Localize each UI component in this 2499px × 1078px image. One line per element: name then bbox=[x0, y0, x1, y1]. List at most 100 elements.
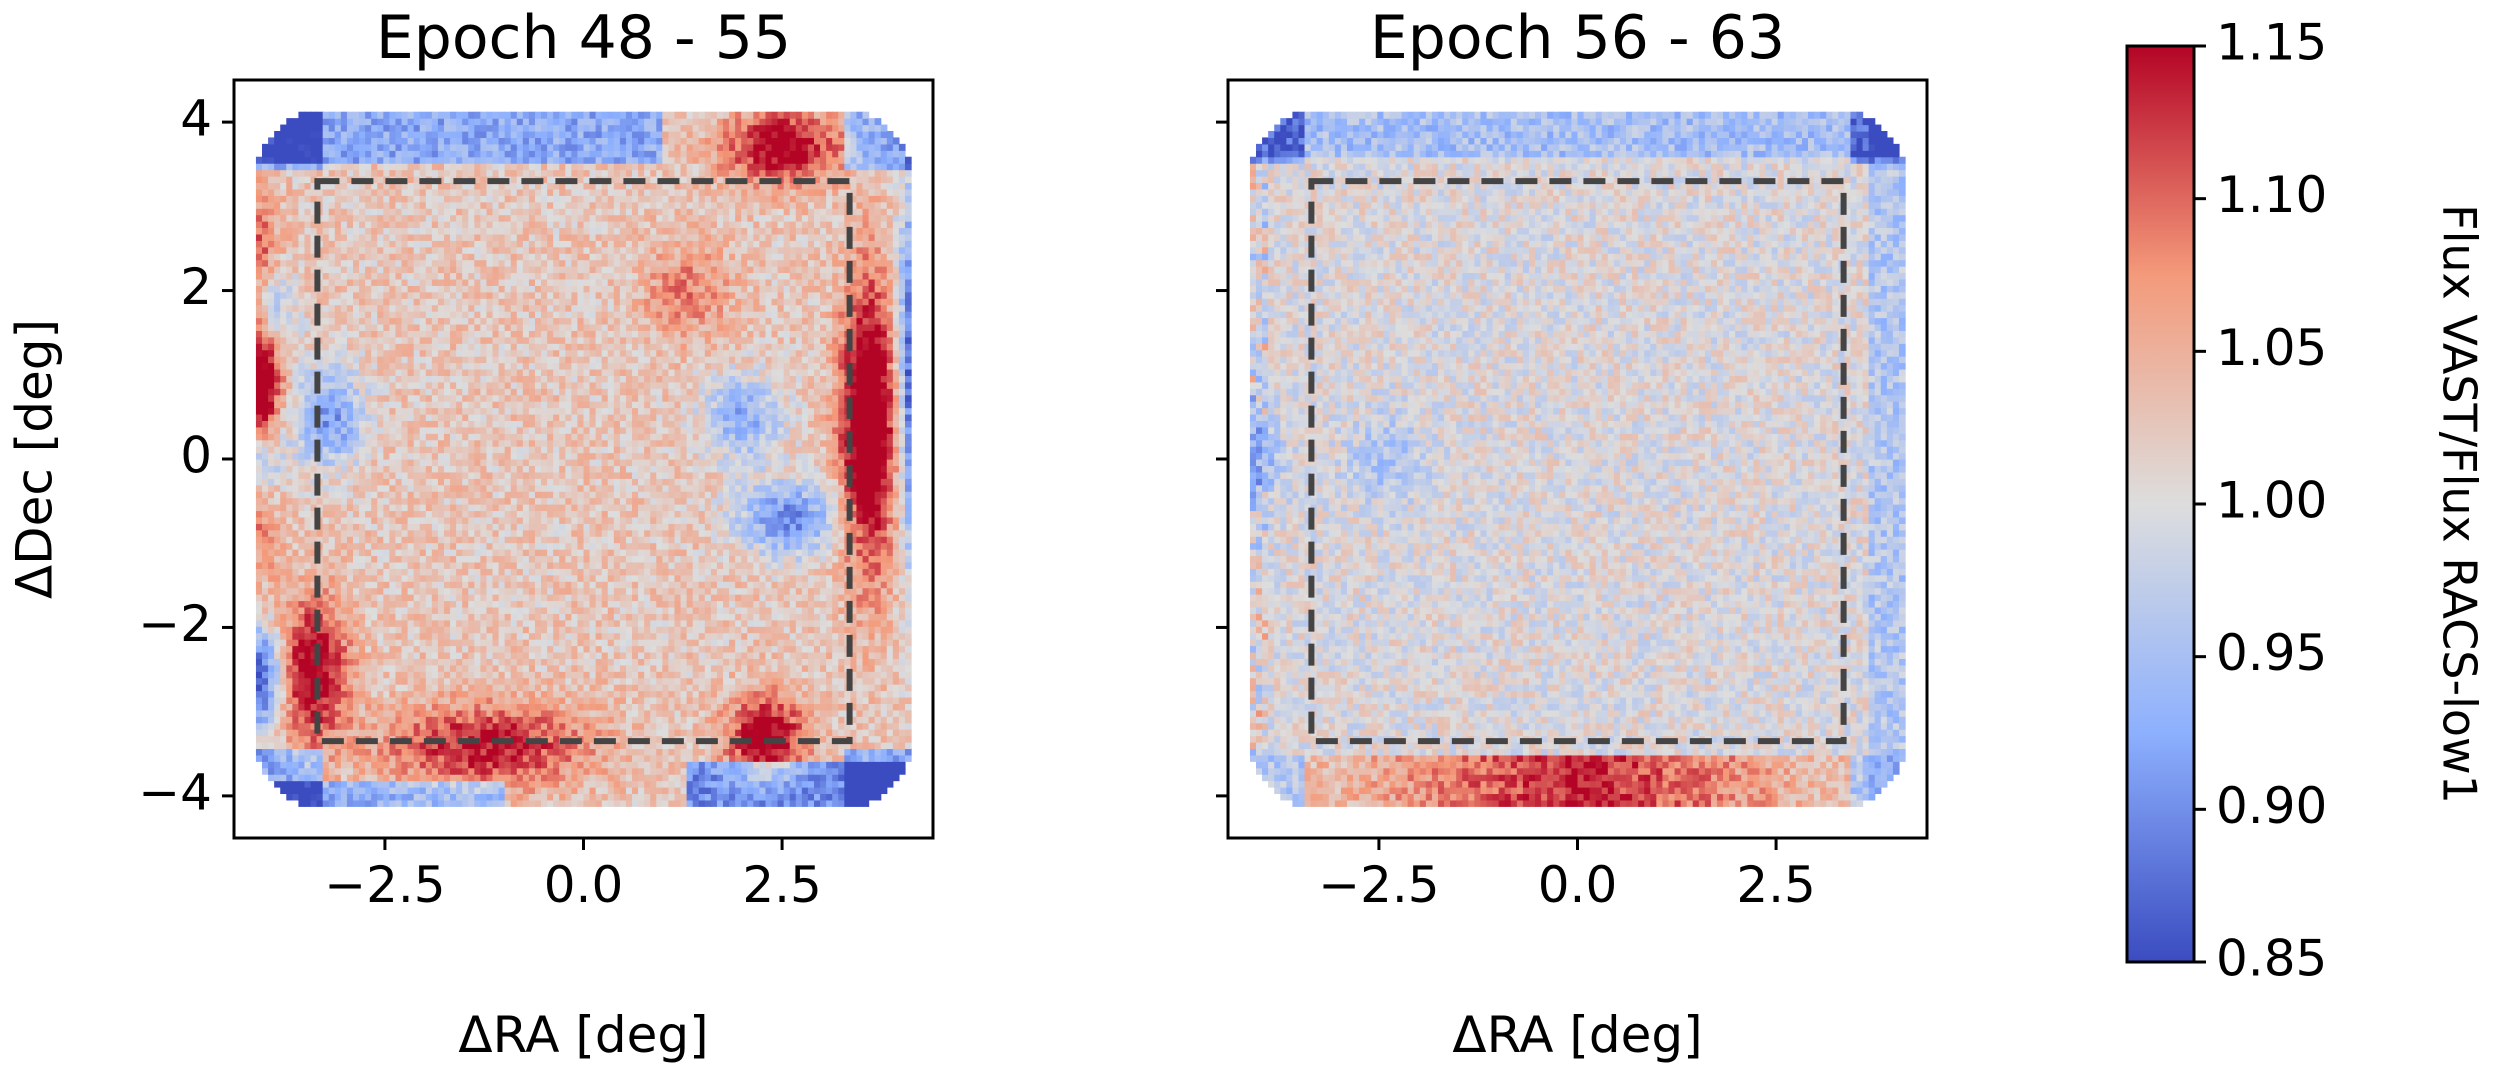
heatmap-cell bbox=[516, 478, 524, 486]
heatmap-cell bbox=[474, 156, 481, 164]
heatmap-cell bbox=[534, 709, 542, 717]
heatmap-cell bbox=[328, 388, 336, 396]
heatmap-cell bbox=[286, 594, 293, 602]
heatmap-cell bbox=[395, 561, 403, 569]
heatmap-cell bbox=[389, 130, 397, 139]
heatmap-cell bbox=[334, 709, 342, 717]
heatmap-cell bbox=[474, 645, 481, 653]
heatmap-cell bbox=[274, 529, 281, 537]
heatmap-cell bbox=[286, 143, 293, 151]
heatmap-cell bbox=[534, 780, 542, 788]
heatmap-cell bbox=[534, 368, 542, 376]
heatmap-cell bbox=[353, 311, 360, 319]
heatmap-cell bbox=[516, 156, 524, 164]
heatmap-cell bbox=[322, 304, 330, 312]
heatmap-cell bbox=[510, 330, 518, 338]
heatmap-cell bbox=[504, 529, 512, 537]
heatmap-cell bbox=[365, 201, 372, 209]
heatmap-cell bbox=[456, 253, 463, 261]
heatmap-cell bbox=[340, 696, 348, 704]
heatmap-cell bbox=[298, 787, 306, 795]
heatmap-cell bbox=[504, 272, 512, 280]
heatmap-cell bbox=[359, 767, 366, 775]
heatmap-cell bbox=[334, 137, 342, 145]
heatmap-cell bbox=[280, 266, 287, 274]
heatmap-cell bbox=[262, 227, 269, 235]
heatmap-cell bbox=[377, 793, 384, 801]
heatmap-cell bbox=[443, 735, 451, 743]
heatmap-cell bbox=[298, 645, 306, 653]
heatmap-cell bbox=[450, 439, 457, 447]
heatmap-cell bbox=[359, 137, 366, 145]
heatmap-cell bbox=[255, 362, 263, 370]
heatmap-cell bbox=[371, 169, 378, 177]
heatmap-cell bbox=[304, 613, 312, 621]
heatmap-cell bbox=[492, 356, 500, 364]
heatmap-cell bbox=[353, 774, 360, 782]
heatmap-cell bbox=[522, 323, 530, 331]
heatmap-cell bbox=[425, 606, 433, 614]
heatmap-cell bbox=[486, 214, 494, 222]
heatmap-cell bbox=[377, 375, 384, 383]
heatmap-cell bbox=[304, 555, 312, 563]
heatmap-cell bbox=[510, 420, 518, 428]
heatmap-cell bbox=[450, 555, 457, 563]
heatmap-cell bbox=[450, 741, 457, 750]
heatmap-cell bbox=[377, 124, 384, 132]
heatmap-cell bbox=[365, 523, 372, 531]
heatmap-cell bbox=[413, 549, 421, 557]
heatmap-cell bbox=[328, 639, 336, 647]
heatmap-cell bbox=[492, 787, 500, 795]
heatmap-cell bbox=[255, 311, 263, 319]
heatmap-cell bbox=[359, 285, 366, 293]
heatmap-cell bbox=[474, 356, 481, 364]
heatmap-cell bbox=[480, 748, 488, 756]
heatmap-cell bbox=[413, 561, 421, 569]
heatmap-cell bbox=[456, 787, 463, 795]
heatmap-cell bbox=[274, 754, 281, 762]
heatmap-cell bbox=[413, 227, 421, 235]
heatmap-cell bbox=[474, 523, 481, 531]
heatmap-cell bbox=[334, 459, 342, 467]
heatmap-cell bbox=[377, 722, 384, 730]
heatmap-cell bbox=[328, 619, 336, 627]
heatmap-cell bbox=[522, 696, 530, 704]
heatmap-cell bbox=[480, 729, 488, 737]
heatmap-cell bbox=[328, 761, 336, 769]
heatmap-cell bbox=[492, 221, 500, 229]
heatmap-cell bbox=[413, 793, 421, 801]
heatmap-cell bbox=[474, 619, 481, 627]
heatmap-cell bbox=[353, 118, 360, 126]
heatmap-cell bbox=[280, 452, 287, 460]
heatmap-cell bbox=[504, 311, 512, 319]
heatmap-cell bbox=[504, 240, 512, 248]
heatmap-cell bbox=[516, 587, 524, 595]
heatmap-cell bbox=[510, 169, 518, 177]
heatmap-cell bbox=[516, 748, 524, 756]
heatmap-cell bbox=[462, 381, 469, 389]
heatmap-cell bbox=[528, 555, 536, 563]
heatmap-cell bbox=[516, 729, 524, 737]
heatmap-cell bbox=[480, 111, 488, 119]
heatmap-cell bbox=[437, 471, 445, 479]
heatmap-cell bbox=[268, 542, 275, 550]
heatmap-cell bbox=[425, 478, 433, 486]
heatmap-cell bbox=[480, 658, 488, 666]
heatmap-cell bbox=[522, 227, 530, 235]
heatmap-cell bbox=[328, 221, 336, 229]
heatmap-cell bbox=[298, 510, 306, 518]
heatmap-cell bbox=[468, 381, 475, 389]
heatmap-cell bbox=[322, 368, 330, 376]
heatmap-cell bbox=[274, 388, 281, 396]
heatmap-cell bbox=[274, 684, 281, 692]
heatmap-cell bbox=[262, 381, 269, 389]
heatmap-cell bbox=[437, 741, 445, 750]
heatmap-cell bbox=[383, 169, 390, 177]
heatmap-cell bbox=[486, 150, 494, 158]
heatmap-cell bbox=[310, 433, 318, 441]
heatmap-cell bbox=[474, 632, 481, 640]
heatmap-cell bbox=[377, 169, 384, 177]
heatmap-cell bbox=[365, 555, 372, 563]
heatmap-cell bbox=[443, 130, 451, 139]
heatmap-cell bbox=[328, 452, 336, 460]
